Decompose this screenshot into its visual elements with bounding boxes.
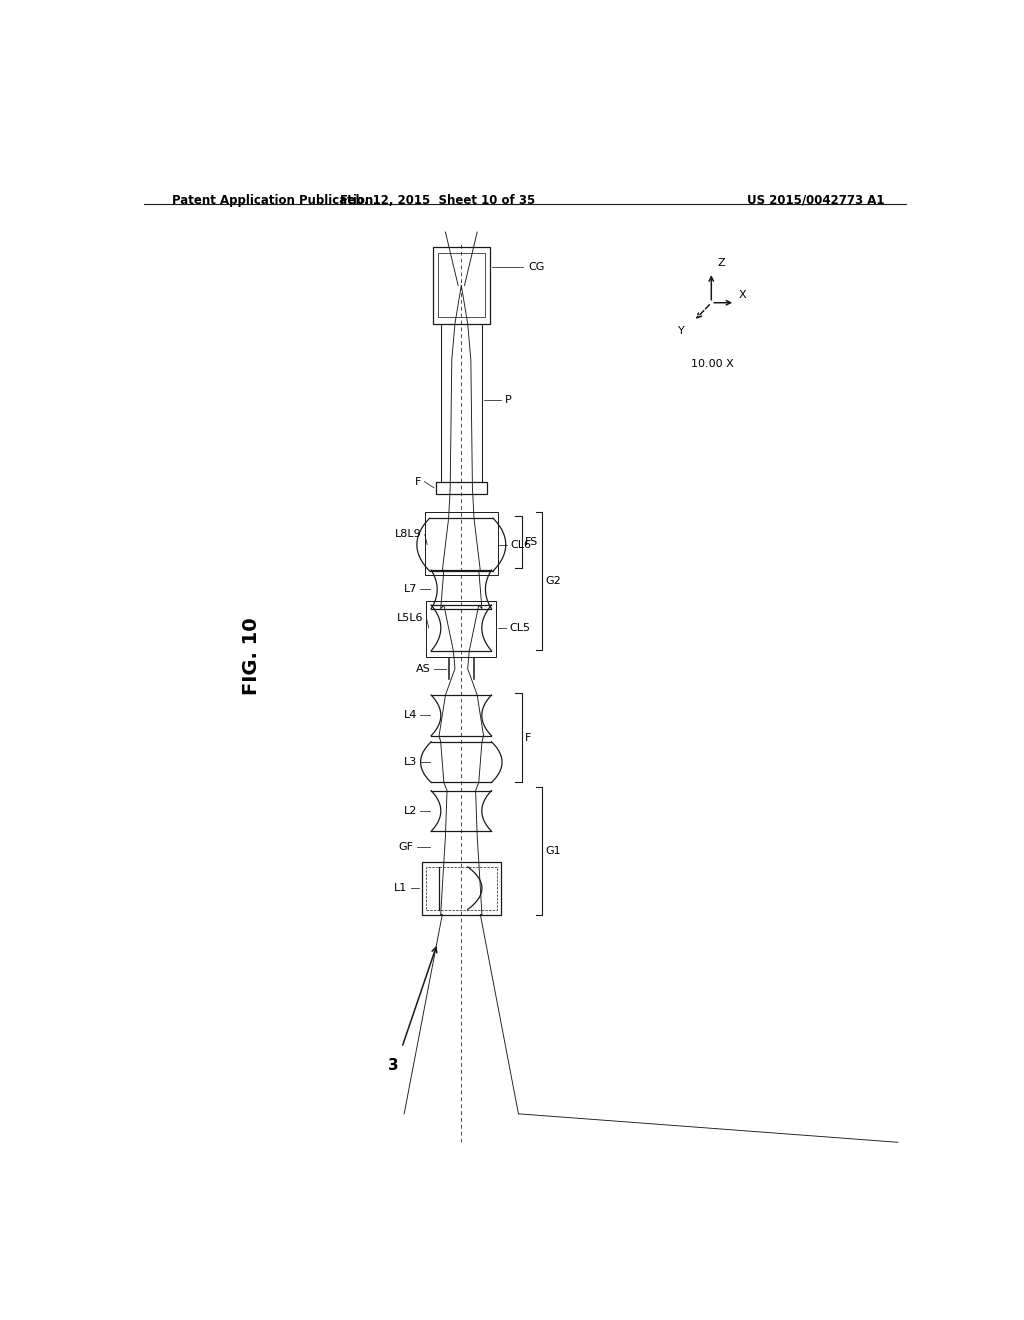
Text: L2: L2 xyxy=(403,807,417,816)
Bar xyxy=(425,512,498,576)
Text: GF: GF xyxy=(398,842,414,851)
Text: AS: AS xyxy=(417,664,431,673)
Text: L7: L7 xyxy=(403,585,417,594)
Bar xyxy=(426,601,497,657)
Text: US 2015/0042773 A1: US 2015/0042773 A1 xyxy=(748,194,885,207)
Text: FIG. 10: FIG. 10 xyxy=(242,618,260,696)
Text: G2: G2 xyxy=(546,577,561,586)
Text: CL6: CL6 xyxy=(511,540,531,549)
Text: Feb. 12, 2015  Sheet 10 of 35: Feb. 12, 2015 Sheet 10 of 35 xyxy=(340,194,536,207)
Text: F: F xyxy=(415,477,421,487)
Bar xyxy=(433,247,489,323)
Text: X: X xyxy=(739,289,746,300)
Text: L8L9: L8L9 xyxy=(395,529,422,540)
Text: FS: FS xyxy=(524,537,538,546)
Text: CL5: CL5 xyxy=(509,623,530,634)
Bar xyxy=(437,253,485,318)
Text: Z: Z xyxy=(718,259,725,268)
Text: CG: CG xyxy=(528,263,545,272)
Bar xyxy=(422,862,501,915)
Text: L3: L3 xyxy=(403,758,417,767)
Text: 3: 3 xyxy=(387,1057,398,1073)
Text: L5L6: L5L6 xyxy=(396,612,423,623)
Text: 10.00 X: 10.00 X xyxy=(691,359,734,368)
Text: L4: L4 xyxy=(403,710,417,721)
Text: Patent Application Publication: Patent Application Publication xyxy=(172,194,373,207)
Bar xyxy=(426,867,497,909)
Text: L1: L1 xyxy=(394,883,408,894)
Bar xyxy=(435,482,487,494)
Text: F: F xyxy=(524,733,531,743)
Text: G1: G1 xyxy=(546,846,561,855)
Text: P: P xyxy=(505,395,512,405)
Text: Y: Y xyxy=(678,326,685,337)
